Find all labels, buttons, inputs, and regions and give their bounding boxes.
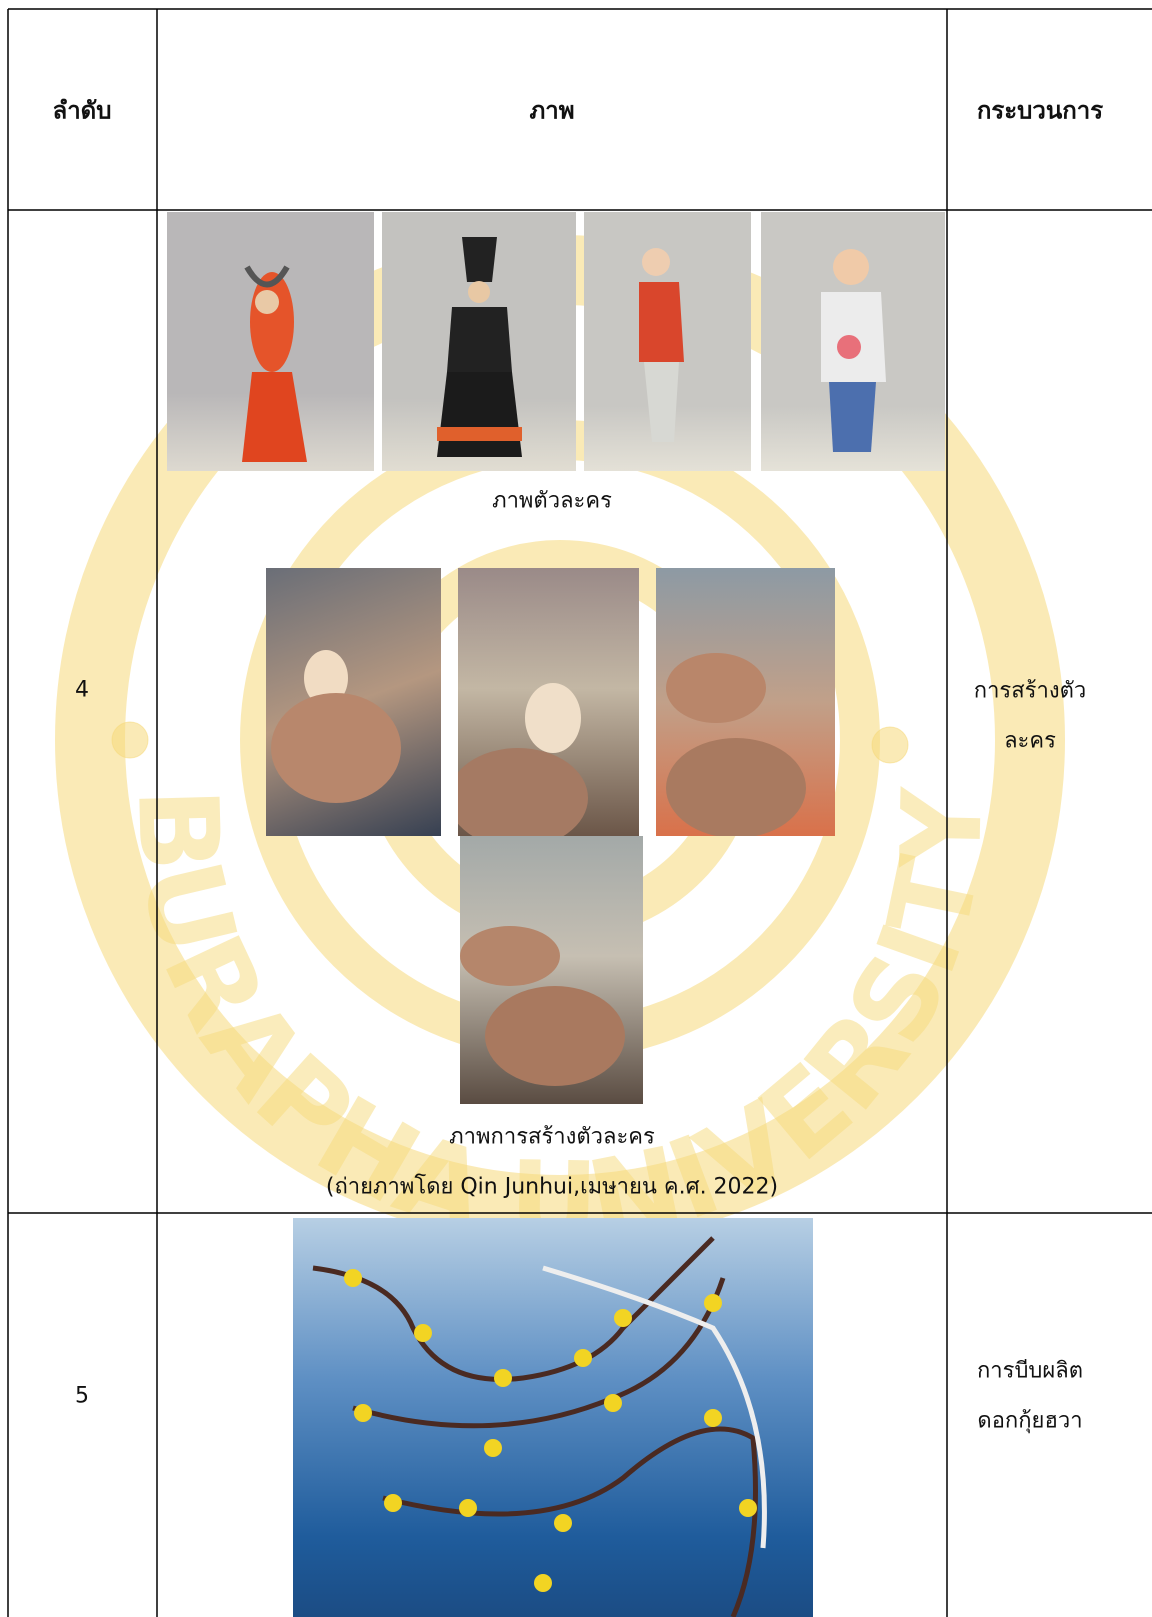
header-cell: ลำดับ <box>52 96 112 125</box>
process-cell: การบีบผลิต <box>976 1358 1084 1384</box>
photo <box>584 212 751 471</box>
order-cell: 5 <box>75 1383 89 1409</box>
photo <box>460 836 643 1104</box>
branches <box>312 1236 767 1617</box>
figure <box>639 248 684 442</box>
photo <box>761 212 945 471</box>
hands <box>666 653 806 836</box>
photo <box>656 568 835 836</box>
hands <box>460 926 625 1086</box>
header-cell: กระบวนการ <box>976 96 1104 125</box>
process-cell: ดอกกุ้ยฮวา <box>977 1408 1083 1434</box>
photo <box>167 212 374 471</box>
photo <box>266 568 441 836</box>
caption: ภาพการสร้างตัวละคร <box>449 1124 655 1150</box>
figure <box>437 237 522 457</box>
order-cell: 4 <box>75 677 89 703</box>
photo <box>293 1218 813 1617</box>
process-cell: การสร้างตัว <box>973 678 1087 704</box>
figure <box>242 265 307 462</box>
caption: (ถ่ายภาพโดย Qin Junhui,เมษายน ค.ศ. 2022) <box>325 1174 779 1200</box>
header-cell: ภาพ <box>529 96 575 125</box>
process-cell: ละคร <box>1004 728 1056 754</box>
caption: ภาพตัวละคร <box>492 488 612 514</box>
hands <box>271 650 401 803</box>
hands <box>458 683 588 836</box>
photo <box>458 568 639 836</box>
photo <box>382 212 576 471</box>
figure <box>821 249 886 452</box>
